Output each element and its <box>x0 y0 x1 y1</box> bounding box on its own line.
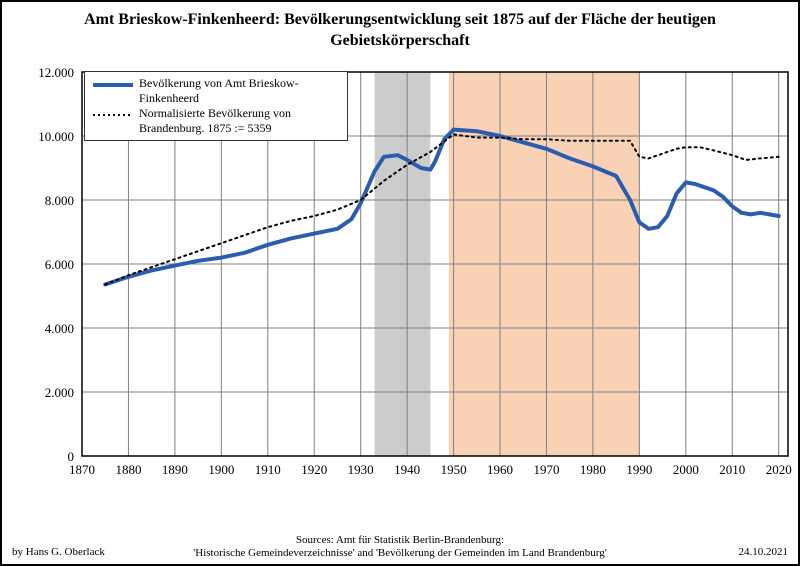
source-line-1: Sources: Amt für Statistik Berlin-Brande… <box>296 534 504 546</box>
svg-text:1920: 1920 <box>301 462 327 477</box>
footer: by Hans G. Oberlack Sources: Amt für Sta… <box>12 534 788 560</box>
svg-text:2010: 2010 <box>719 462 745 477</box>
svg-text:1880: 1880 <box>115 462 141 477</box>
legend-item-1: Bevölkerung von Amt Brieskow-Finkenheerd <box>93 76 339 106</box>
svg-text:2020: 2020 <box>766 462 792 477</box>
svg-text:1960: 1960 <box>487 462 513 477</box>
legend-label-1: Bevölkerung von Amt Brieskow-Finkenheerd <box>139 76 339 106</box>
svg-text:1980: 1980 <box>580 462 606 477</box>
svg-text:6.000: 6.000 <box>45 257 74 272</box>
legend-label-2: Normalisierte Bevölkerung von Brandenbur… <box>139 106 339 136</box>
svg-text:1900: 1900 <box>208 462 234 477</box>
author-credit: by Hans G. Oberlack <box>12 546 105 558</box>
svg-text:8.000: 8.000 <box>45 193 74 208</box>
svg-text:1910: 1910 <box>255 462 281 477</box>
legend-item-2: Normalisierte Bevölkerung von Brandenbur… <box>93 106 339 136</box>
legend: Bevölkerung von Amt Brieskow-Finkenheerd… <box>84 71 348 141</box>
svg-text:1870: 1870 <box>69 462 95 477</box>
svg-text:1940: 1940 <box>394 462 420 477</box>
footer-date: 24.10.2021 <box>739 546 789 558</box>
svg-text:10.000: 10.000 <box>38 129 74 144</box>
source-text: Sources: Amt für Statistik Berlin-Brande… <box>12 534 788 560</box>
svg-text:1950: 1950 <box>441 462 467 477</box>
svg-text:1990: 1990 <box>626 462 652 477</box>
chart-container: Amt Brieskow-Finkenheerd: Bevölkerungsen… <box>0 0 800 566</box>
legend-swatch-dotted <box>93 109 133 121</box>
svg-text:2000: 2000 <box>673 462 699 477</box>
svg-text:0: 0 <box>68 449 75 464</box>
svg-text:4.000: 4.000 <box>45 321 74 336</box>
svg-text:12.000: 12.000 <box>38 65 74 80</box>
svg-text:1970: 1970 <box>533 462 559 477</box>
svg-text:1930: 1930 <box>348 462 374 477</box>
chart-title: Amt Brieskow-Finkenheerd: Bevölkerungsen… <box>2 2 798 56</box>
svg-text:1890: 1890 <box>162 462 188 477</box>
legend-swatch-solid <box>93 79 133 91</box>
svg-text:2.000: 2.000 <box>45 385 74 400</box>
source-line-2: 'Historische Gemeindeverzeichnisse' and … <box>193 547 606 559</box>
